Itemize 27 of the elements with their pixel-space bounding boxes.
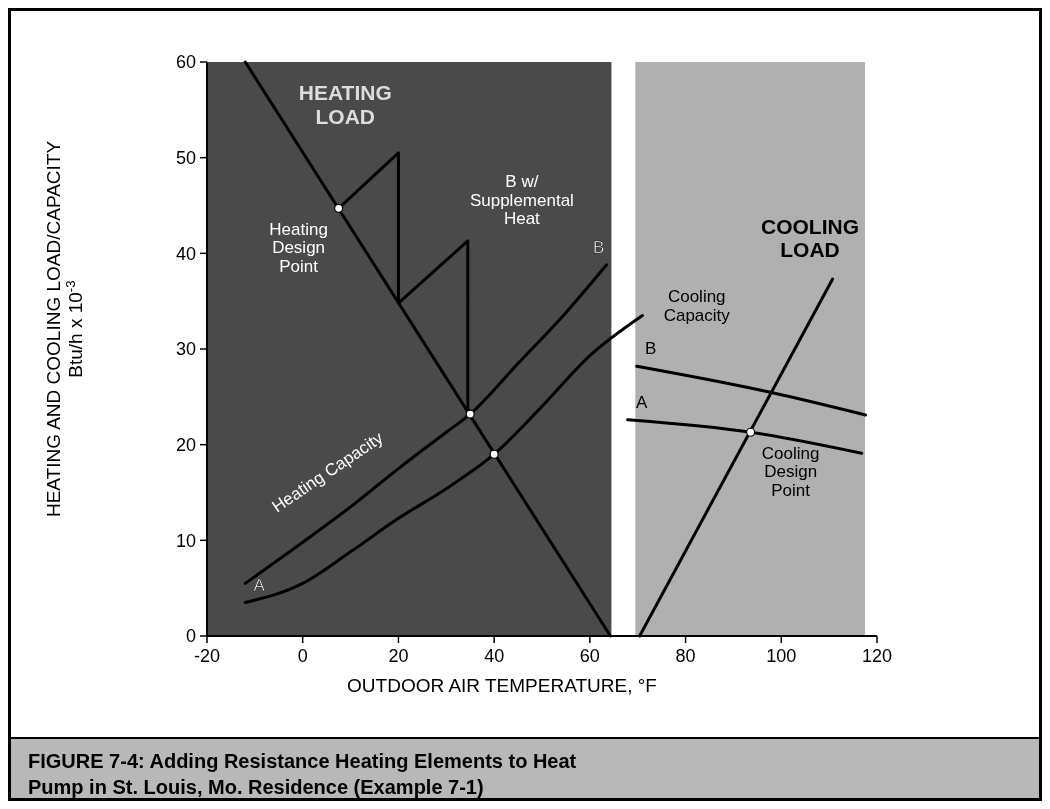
x-tick-label: 0 [297, 646, 308, 666]
annotation: HEATING LOAD [298, 81, 392, 128]
annotation: COOLING LOAD [761, 215, 859, 262]
x-tick-label: 40 [484, 646, 505, 666]
series-label: A [635, 392, 648, 412]
series-label: A [253, 575, 266, 595]
y-tick-label: 30 [175, 339, 196, 360]
y-tick-label: 50 [175, 147, 196, 168]
x-tick-label: 100 [766, 646, 797, 666]
x-tick-label: 80 [675, 646, 696, 666]
y-tick-label: 20 [175, 434, 196, 455]
x-tick-label: 20 [388, 646, 409, 666]
y-tick-label: 10 [175, 530, 196, 551]
annotation: Cooling Design Point [761, 443, 820, 500]
x-tick-label: 60 [579, 646, 600, 666]
x-tick-label: -20 [193, 646, 221, 666]
annotation: B w/ Supplemental Heat [469, 171, 574, 229]
annotation: Heating Design Point [269, 219, 328, 277]
series-label: B [592, 237, 605, 257]
x-tick-label: 120 [861, 646, 893, 666]
y-tick-label: 40 [175, 243, 196, 264]
x-axis-title: OUTDOOR AIR TEMPERATURE, °F [347, 675, 657, 696]
series-label: B [645, 339, 657, 359]
y-tick-label: 60 [175, 52, 196, 73]
y-tick-label: 0 [185, 626, 196, 647]
text: FIGURE 7-4: Adding Resistance Heating Elements to Heat Pump in St. Louis, Mo. Residence (Example 7-1) [28, 750, 577, 798]
annotation: Cooling Capacity [663, 286, 731, 325]
